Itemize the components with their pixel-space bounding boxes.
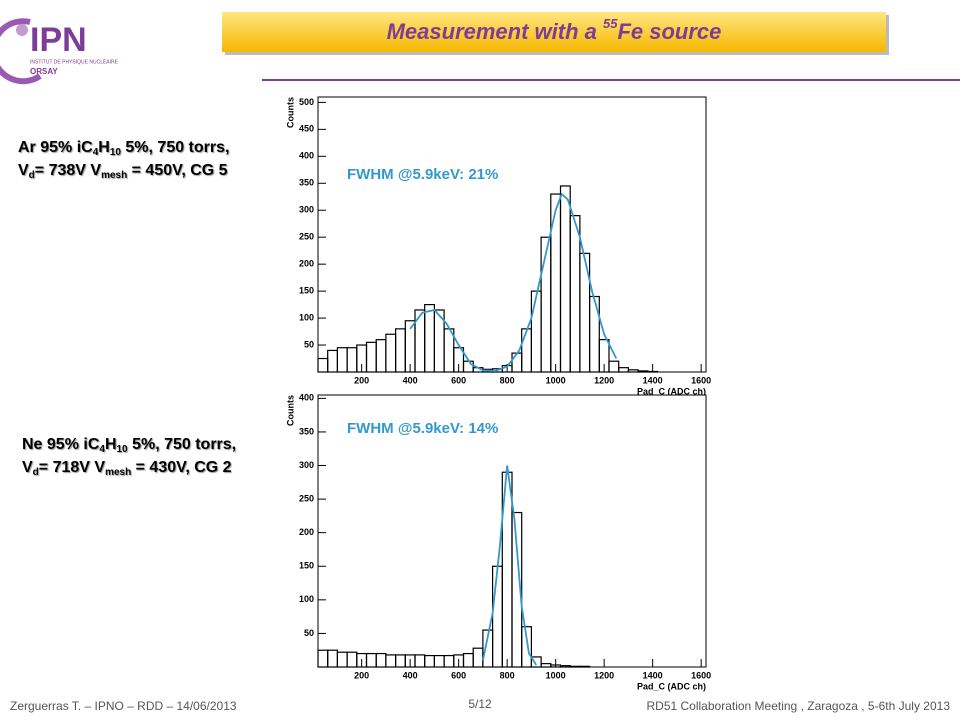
y-tick-label: 350 <box>299 178 314 188</box>
x-tick-label: 1200 <box>594 670 614 680</box>
x-tick-label: 400 <box>403 670 418 680</box>
subscript: 10 <box>110 147 122 158</box>
logo-name: IPN <box>30 21 87 59</box>
subscript: 4 <box>99 444 105 455</box>
x-tick-label: 600 <box>451 670 466 680</box>
y-tick-label: 200 <box>299 259 314 269</box>
page-number: 5/12 <box>468 697 492 711</box>
x-tick-label: 1400 <box>643 670 663 680</box>
condition-text: Ar 95% iC <box>18 139 93 156</box>
x-axis-label: Pad_C (ADC ch) <box>637 681 706 691</box>
condition-text: V <box>22 459 33 476</box>
x-tick-label: 200 <box>354 375 369 385</box>
fit-curve <box>409 192 618 372</box>
x-tick-label: 1000 <box>546 670 566 680</box>
condition-text: Ne 95% iC <box>22 436 100 453</box>
title-text: Fe source <box>617 19 721 44</box>
logo-subtitle: INSTITUT DE PHYSIQUE NUCLÉAIRE <box>30 58 119 65</box>
condition-text: H <box>98 139 110 156</box>
logo-place: ORSAY <box>30 67 58 76</box>
conditions: Ar 95% iC4H10 5%, 750 torrs,Vd= 738V Vme… <box>18 139 236 477</box>
y-tick-label: 100 <box>299 594 314 604</box>
x-tick-label: 1600 <box>691 375 711 385</box>
histogram-bar <box>530 656 542 668</box>
y-axis-label: Counts <box>285 395 295 426</box>
histogram-bar <box>647 370 659 373</box>
x-tick-label: 400 <box>403 375 418 385</box>
chart: 50 100 150 200 250 300 350 400 450 500 200 400 600 80… <box>285 96 711 396</box>
y-axis-label: Counts <box>285 97 295 128</box>
y-tick-label: 350 <box>299 426 314 436</box>
histogram-bar <box>637 370 649 373</box>
subscript: mesh <box>105 467 131 478</box>
y-tick-label: 450 <box>299 124 314 134</box>
y-tick-label: 250 <box>299 232 314 242</box>
histogram-bar <box>579 665 591 668</box>
y-tick-label: 300 <box>299 205 314 215</box>
subscript: 10 <box>117 444 129 455</box>
condition-text: = 718V V <box>39 459 106 476</box>
condition-text: = 430V, CG 2 <box>131 459 231 476</box>
y-tick-label: 400 <box>299 151 314 161</box>
histogram-bar <box>598 339 610 373</box>
logo-arc <box>0 18 42 85</box>
x-tick-label: 1200 <box>594 375 614 385</box>
y-tick-label: 150 <box>299 285 314 295</box>
y-tick-label: 100 <box>299 312 314 322</box>
subscript: d <box>29 170 35 181</box>
y-tick-label: 200 <box>299 527 314 537</box>
condition-text: 5%, 750 torrs, <box>121 139 230 156</box>
x-tick-label: 600 <box>451 375 466 385</box>
footer-right: RD51 Collaboration Meeting , Zaragoza , … <box>646 699 950 713</box>
x-tick-label: 1000 <box>546 375 566 385</box>
y-tick-label: 500 <box>299 97 314 107</box>
x-axis-label: Pad_C (ADC ch) <box>637 386 706 396</box>
title-banner <box>222 12 886 52</box>
slide-title: Measurement with a 55Fe source <box>387 16 722 43</box>
x-tick-label: 1400 <box>643 375 663 385</box>
logo-dot <box>16 24 28 36</box>
histogram-bar <box>569 665 581 668</box>
condition-text: = 738V V <box>35 162 102 179</box>
condition-text: 5%, 750 torrs, <box>128 436 237 453</box>
condition-text: = 450V, CG 5 <box>127 162 227 179</box>
histogram-bar <box>511 511 523 668</box>
condition-line: Vd= 718V Vmesh = 430V, CG 2 <box>22 459 232 477</box>
x-tick-label: 800 <box>500 375 515 385</box>
subscript: d <box>33 467 39 478</box>
condition-line: Ne 95% iC4H10 5%, 750 torrs, <box>22 436 236 454</box>
histogram-bar <box>453 347 465 373</box>
x-tick-label: 800 <box>500 670 515 680</box>
histogram-bar <box>521 626 533 668</box>
chart: 50 100 150 200 250 300 350 400 200 400 600 800 1000 1… <box>285 393 711 692</box>
condition-line: Vd= 738V Vmesh = 450V, CG 5 <box>18 162 228 180</box>
histogram-bar <box>608 360 620 373</box>
y-tick-label: 400 <box>299 393 314 403</box>
fit-curve <box>482 465 538 666</box>
subscript: mesh <box>101 170 127 181</box>
title-text: Measurement with a <box>387 19 603 44</box>
annotation: FWHM @5.9keV: 14% <box>347 420 498 437</box>
subscript: 4 <box>93 147 99 158</box>
y-tick-label: 50 <box>304 628 314 638</box>
condition-text: H <box>105 436 117 453</box>
y-tick-label: 300 <box>299 460 314 470</box>
y-tick-label: 150 <box>299 561 314 571</box>
logo: IPN INSTITUT DE PHYSIQUE NUCLÉAIRE ORSAY <box>0 18 119 85</box>
annotation: FWHM @5.9keV: 21% <box>347 166 498 183</box>
title-sup: 55 <box>603 16 618 31</box>
y-tick-label: 250 <box>299 493 314 503</box>
plot-frame <box>317 96 707 373</box>
footer-left: Zerguerras T. – IPNO – RDD – 14/06/2013 <box>10 699 237 713</box>
x-tick-label: 200 <box>354 670 369 680</box>
x-tick-label: 1600 <box>691 670 711 680</box>
condition-text: V <box>18 162 29 179</box>
y-tick-label: 50 <box>304 339 314 349</box>
condition-line: Ar 95% iC4H10 5%, 750 torrs, <box>18 139 229 157</box>
